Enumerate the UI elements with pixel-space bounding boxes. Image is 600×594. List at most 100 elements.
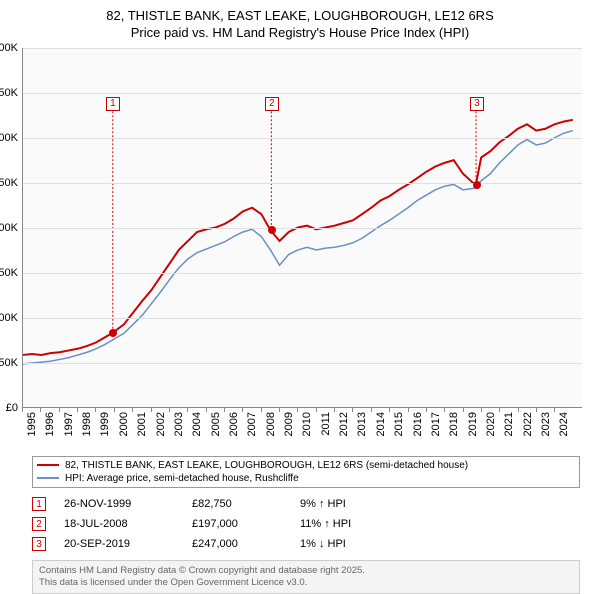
x-tick-label: 1998 xyxy=(81,412,93,436)
x-tick-label: 2018 xyxy=(448,412,460,436)
x-tick-mark xyxy=(40,407,41,412)
x-tick-label: 2021 xyxy=(503,412,515,436)
x-tick-label: 1997 xyxy=(63,412,75,436)
y-tick-label: £100K xyxy=(0,312,18,324)
sale-marker-dot xyxy=(109,329,117,337)
x-tick-mark xyxy=(261,407,262,412)
x-tick-mark xyxy=(169,407,170,412)
sale-date: 20-SEP-2019 xyxy=(64,538,174,550)
x-tick-label: 2012 xyxy=(338,412,350,436)
legend-row: HPI: Average price, semi-detached house,… xyxy=(37,472,575,485)
y-tick-label: £250K xyxy=(0,177,18,189)
sale-marker-box: 1 xyxy=(106,97,120,111)
x-tick-mark xyxy=(114,407,115,412)
chart-container: 82, THISTLE BANK, EAST LEAKE, LOUGHBOROU… xyxy=(0,0,600,590)
gridline-h xyxy=(23,138,582,139)
legend-row: 82, THISTLE BANK, EAST LEAKE, LOUGHBOROU… xyxy=(37,459,575,472)
x-tick-label: 2014 xyxy=(375,412,387,436)
x-tick-mark xyxy=(77,407,78,412)
legend-swatch xyxy=(37,477,59,479)
x-axis-labels: 1995199619971998199920002001200220032004… xyxy=(22,408,582,450)
x-tick-mark xyxy=(279,407,280,412)
sale-marker-dot xyxy=(473,181,481,189)
x-tick-label: 2002 xyxy=(155,412,167,436)
x-tick-mark xyxy=(187,407,188,412)
y-tick-label: £0 xyxy=(6,402,18,414)
sale-row: 218-JUL-2008£197,00011% ↑ HPI xyxy=(32,514,580,534)
footer-attribution: Contains HM Land Registry data © Crown c… xyxy=(32,560,580,594)
title-line-2: Price paid vs. HM Land Registry's House … xyxy=(10,25,590,42)
x-tick-mark xyxy=(518,407,519,412)
gridline-h xyxy=(23,363,582,364)
x-tick-mark xyxy=(334,407,335,412)
x-tick-mark xyxy=(389,407,390,412)
x-tick-mark xyxy=(297,407,298,412)
gridline-h xyxy=(23,93,582,94)
x-tick-mark xyxy=(499,407,500,412)
y-tick-label: £400K xyxy=(0,42,18,54)
sale-price: £197,000 xyxy=(192,518,282,530)
x-tick-mark xyxy=(426,407,427,412)
x-tick-label: 1999 xyxy=(99,412,111,436)
x-tick-label: 2015 xyxy=(393,412,405,436)
x-tick-label: 2005 xyxy=(210,412,222,436)
x-tick-mark xyxy=(554,407,555,412)
x-tick-mark xyxy=(352,407,353,412)
gridline-h xyxy=(23,228,582,229)
x-tick-mark xyxy=(132,407,133,412)
x-tick-mark xyxy=(151,407,152,412)
series-price_paid xyxy=(23,120,573,355)
x-tick-label: 2013 xyxy=(356,412,368,436)
sale-number-box: 2 xyxy=(32,517,46,531)
legend-swatch xyxy=(37,464,59,466)
x-tick-label: 2004 xyxy=(191,412,203,436)
x-tick-label: 2010 xyxy=(301,412,313,436)
gridline-h xyxy=(23,273,582,274)
x-tick-mark xyxy=(463,407,464,412)
x-tick-mark xyxy=(206,407,207,412)
x-tick-mark xyxy=(481,407,482,412)
gridline-h xyxy=(23,48,582,49)
gridline-h xyxy=(23,183,582,184)
sale-marker-dot xyxy=(268,226,276,234)
sale-diff: 11% ↑ HPI xyxy=(300,518,390,530)
x-tick-mark xyxy=(408,407,409,412)
x-tick-label: 2019 xyxy=(467,412,479,436)
x-tick-mark xyxy=(536,407,537,412)
x-tick-label: 2006 xyxy=(228,412,240,436)
sale-marker-box: 2 xyxy=(265,97,279,111)
x-tick-label: 2007 xyxy=(246,412,258,436)
x-tick-label: 2022 xyxy=(522,412,534,436)
sale-number-box: 1 xyxy=(32,497,46,511)
series-hpi xyxy=(23,130,573,363)
title-line-1: 82, THISTLE BANK, EAST LEAKE, LOUGHBOROU… xyxy=(10,8,590,25)
y-tick-label: £350K xyxy=(0,87,18,99)
footer-line-2: This data is licensed under the Open Gov… xyxy=(39,577,573,589)
x-tick-mark xyxy=(444,407,445,412)
sales-table: 126-NOV-1999£82,7509% ↑ HPI218-JUL-2008£… xyxy=(32,494,580,554)
x-tick-label: 1995 xyxy=(26,412,38,436)
legend-label: HPI: Average price, semi-detached house,… xyxy=(65,473,299,484)
y-tick-label: £200K xyxy=(0,222,18,234)
x-tick-mark xyxy=(371,407,372,412)
gridline-h xyxy=(23,318,582,319)
legend-label: 82, THISTLE BANK, EAST LEAKE, LOUGHBOROU… xyxy=(65,460,468,471)
legend: 82, THISTLE BANK, EAST LEAKE, LOUGHBOROU… xyxy=(32,456,580,488)
x-tick-label: 2016 xyxy=(412,412,424,436)
x-tick-mark xyxy=(242,407,243,412)
x-tick-label: 2020 xyxy=(485,412,497,436)
x-tick-label: 2003 xyxy=(173,412,185,436)
sale-row: 126-NOV-1999£82,7509% ↑ HPI xyxy=(32,494,580,514)
x-tick-label: 2000 xyxy=(118,412,130,436)
x-tick-mark xyxy=(95,407,96,412)
sale-marker-box: 3 xyxy=(470,97,484,111)
plot-area: £0£50K£100K£150K£200K£250K£300K£350K£400… xyxy=(22,48,582,408)
sale-row: 320-SEP-2019£247,0001% ↓ HPI xyxy=(32,534,580,554)
sale-date: 26-NOV-1999 xyxy=(64,498,174,510)
x-tick-label: 2023 xyxy=(540,412,552,436)
x-tick-mark xyxy=(59,407,60,412)
y-tick-label: £150K xyxy=(0,267,18,279)
y-tick-label: £300K xyxy=(0,132,18,144)
sale-price: £82,750 xyxy=(192,498,282,510)
footer-line-1: Contains HM Land Registry data © Crown c… xyxy=(39,565,573,577)
